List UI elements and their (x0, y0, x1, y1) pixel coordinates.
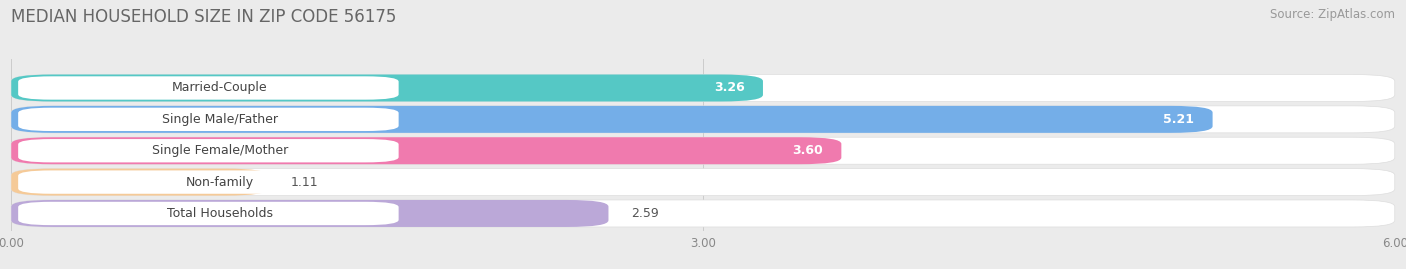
FancyBboxPatch shape (18, 139, 399, 162)
FancyBboxPatch shape (11, 106, 1212, 133)
Text: 2.59: 2.59 (631, 207, 659, 220)
FancyBboxPatch shape (11, 75, 763, 101)
Text: Married-Couple: Married-Couple (172, 82, 267, 94)
Text: Single Female/Mother: Single Female/Mother (152, 144, 288, 157)
FancyBboxPatch shape (11, 75, 1395, 101)
Text: 1.11: 1.11 (290, 176, 318, 189)
Text: Total Households: Total Households (167, 207, 273, 220)
FancyBboxPatch shape (11, 169, 267, 196)
FancyBboxPatch shape (11, 137, 841, 164)
Text: 3.26: 3.26 (714, 82, 745, 94)
Text: MEDIAN HOUSEHOLD SIZE IN ZIP CODE 56175: MEDIAN HOUSEHOLD SIZE IN ZIP CODE 56175 (11, 8, 396, 26)
FancyBboxPatch shape (11, 137, 1395, 164)
FancyBboxPatch shape (18, 108, 399, 131)
FancyBboxPatch shape (11, 200, 609, 227)
Text: 5.21: 5.21 (1163, 113, 1194, 126)
FancyBboxPatch shape (18, 202, 399, 225)
FancyBboxPatch shape (18, 76, 399, 100)
FancyBboxPatch shape (11, 106, 1395, 133)
FancyBboxPatch shape (18, 171, 399, 194)
Text: Single Male/Father: Single Male/Father (162, 113, 278, 126)
FancyBboxPatch shape (11, 200, 1395, 227)
Text: Source: ZipAtlas.com: Source: ZipAtlas.com (1270, 8, 1395, 21)
Text: Non-family: Non-family (186, 176, 254, 189)
Text: 3.60: 3.60 (792, 144, 823, 157)
FancyBboxPatch shape (11, 169, 1395, 196)
